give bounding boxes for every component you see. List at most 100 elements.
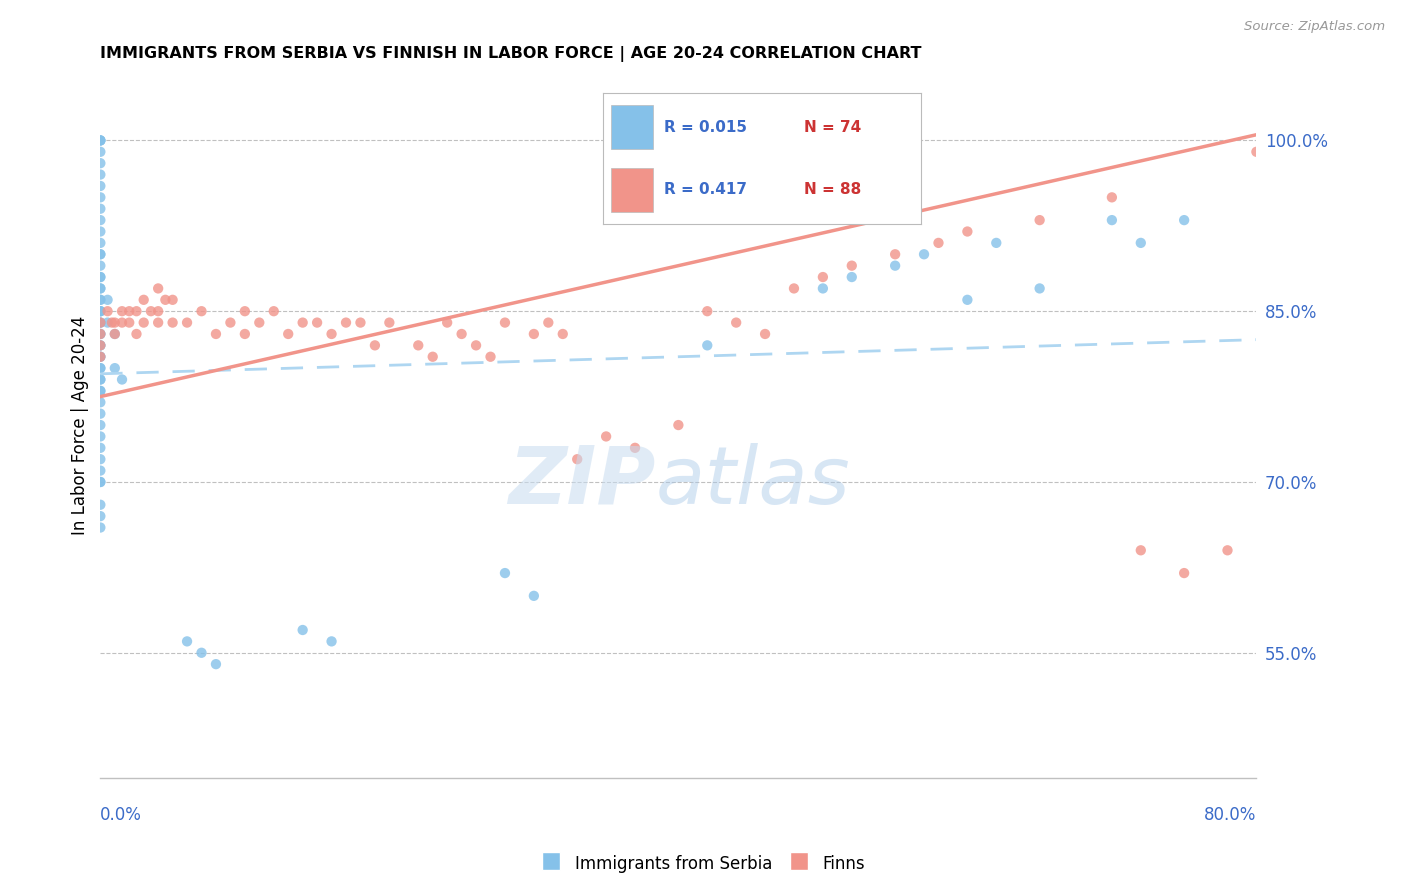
Text: atlas: atlas	[655, 442, 851, 521]
Point	[523, 589, 546, 603]
Point	[118, 304, 141, 318]
Point	[132, 293, 155, 307]
Point	[97, 293, 120, 307]
Point	[89, 281, 111, 295]
Point	[89, 475, 111, 489]
Point	[125, 326, 148, 341]
Point	[89, 384, 111, 398]
Point	[1246, 145, 1268, 159]
Point	[89, 270, 111, 285]
Point	[89, 520, 111, 534]
Point	[321, 634, 343, 648]
Point	[450, 326, 472, 341]
Point	[89, 316, 111, 330]
Point	[89, 178, 111, 193]
Point	[162, 316, 184, 330]
Point	[205, 657, 228, 672]
Point	[111, 316, 134, 330]
Point	[307, 316, 329, 330]
Point	[956, 225, 979, 239]
Point	[89, 384, 111, 398]
Point	[89, 293, 111, 307]
Point	[1129, 543, 1152, 558]
Point	[841, 270, 863, 285]
Point	[89, 372, 111, 386]
Point	[89, 259, 111, 273]
Point	[176, 316, 198, 330]
Point	[263, 304, 285, 318]
Point	[1173, 566, 1195, 580]
Point	[104, 361, 127, 376]
Point	[89, 168, 111, 182]
Point	[335, 316, 357, 330]
Point	[89, 372, 111, 386]
Point	[89, 133, 111, 147]
Point	[884, 259, 907, 273]
Point	[89, 316, 111, 330]
Point	[205, 326, 228, 341]
Point	[104, 326, 127, 341]
Point	[89, 452, 111, 467]
Point	[89, 281, 111, 295]
Point	[884, 247, 907, 261]
Point	[162, 293, 184, 307]
Point	[89, 407, 111, 421]
Point	[494, 566, 516, 580]
Point	[132, 316, 155, 330]
Point	[104, 326, 127, 341]
Point	[89, 429, 111, 443]
Point	[89, 145, 111, 159]
Point	[125, 304, 148, 318]
Point	[89, 326, 111, 341]
Point	[89, 464, 111, 478]
Point	[277, 326, 299, 341]
Point	[927, 235, 949, 250]
Point	[89, 441, 111, 455]
Point	[104, 316, 127, 330]
Point	[754, 326, 776, 341]
Text: 80.0%: 80.0%	[1204, 806, 1257, 824]
Point	[349, 316, 371, 330]
Point	[89, 350, 111, 364]
Point	[97, 304, 120, 318]
Point	[537, 316, 560, 330]
Point	[97, 316, 120, 330]
Point	[89, 498, 111, 512]
Point	[1028, 281, 1050, 295]
Point	[1317, 133, 1340, 147]
Point	[624, 441, 647, 455]
Point	[811, 281, 834, 295]
Point	[118, 316, 141, 330]
Point	[146, 281, 169, 295]
Point	[725, 316, 748, 330]
Point	[233, 326, 256, 341]
Point	[190, 304, 212, 318]
Point	[666, 418, 689, 433]
Text: IMMIGRANTS FROM SERBIA VS FINNISH IN LABOR FORCE | AGE 20-24 CORRELATION CHART: IMMIGRANTS FROM SERBIA VS FINNISH IN LAB…	[100, 46, 922, 62]
Point	[89, 133, 111, 147]
Point	[1274, 133, 1296, 147]
Point	[1101, 190, 1123, 204]
Point	[89, 338, 111, 352]
Point	[139, 304, 162, 318]
Point	[219, 316, 242, 330]
Point	[89, 213, 111, 227]
Point	[595, 429, 617, 443]
Point	[89, 304, 111, 318]
Point	[494, 316, 516, 330]
Point	[89, 338, 111, 352]
Point	[696, 338, 718, 352]
Point	[406, 338, 429, 352]
Text: Source: ZipAtlas.com: Source: ZipAtlas.com	[1244, 20, 1385, 33]
Point	[551, 326, 574, 341]
Point	[89, 350, 111, 364]
Point	[783, 281, 806, 295]
Point	[89, 326, 111, 341]
Point	[1028, 213, 1050, 227]
Point	[89, 270, 111, 285]
Point	[89, 338, 111, 352]
Point	[146, 316, 169, 330]
Point	[89, 418, 111, 433]
Point	[89, 509, 111, 524]
Point	[101, 316, 124, 330]
